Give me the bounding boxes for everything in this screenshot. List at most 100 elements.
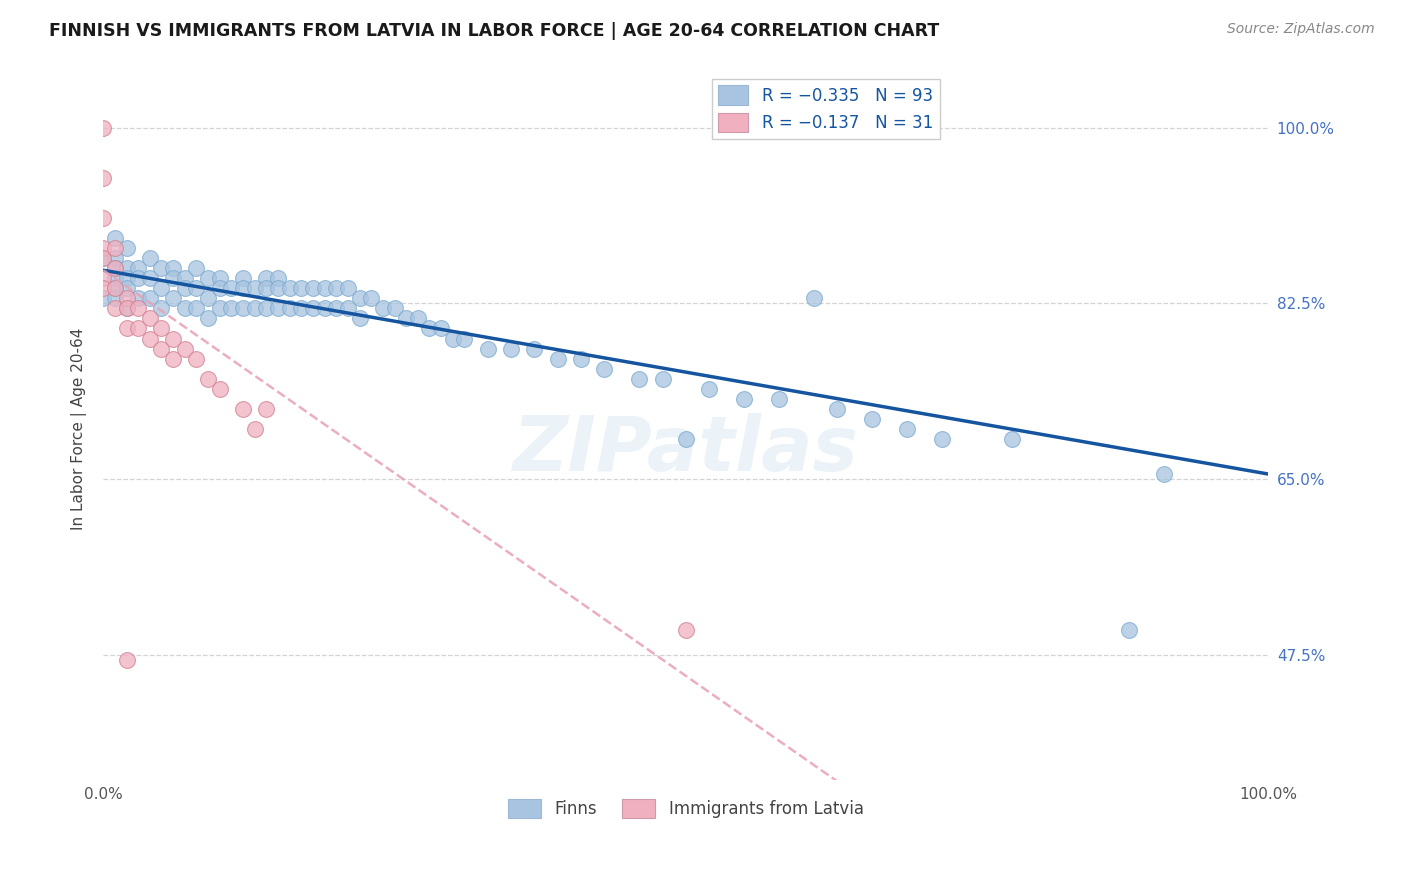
Point [733,392,755,406]
Point [221,301,243,316]
Point [150,321,173,335]
Point [150,281,173,295]
Point [208,382,231,396]
Point [896,422,918,436]
Point [115,321,138,335]
Point [221,281,243,295]
Point [208,271,231,285]
Point [115,241,138,255]
Point [569,351,592,366]
Point [371,301,394,316]
Point [162,331,184,345]
Point [150,261,173,276]
Point [104,301,127,316]
Point [827,401,849,416]
Point [127,261,149,276]
Point [675,623,697,637]
Point [139,331,162,345]
Point [162,261,184,276]
Point [406,311,429,326]
Point [127,321,149,335]
Point [860,412,883,426]
Point [232,401,254,416]
Point [254,301,277,316]
Point [139,291,162,305]
Point [91,120,114,135]
Point [104,281,127,295]
Point [267,301,290,316]
Point [232,301,254,316]
Point [115,301,138,316]
Point [173,301,195,316]
Point [104,251,127,265]
Point [1118,623,1140,637]
Point [162,351,184,366]
Text: FINNISH VS IMMIGRANTS FROM LATVIA IN LABOR FORCE | AGE 20-64 CORRELATION CHART: FINNISH VS IMMIGRANTS FROM LATVIA IN LAB… [49,22,939,40]
Point [162,291,184,305]
Point [243,301,266,316]
Point [254,281,277,295]
Point [115,261,138,276]
Point [325,281,347,295]
Point [115,291,138,305]
Point [349,311,371,326]
Legend: Finns, Immigrants from Latvia: Finns, Immigrants from Latvia [501,792,870,825]
Point [697,382,720,396]
Point [91,271,114,285]
Point [314,301,336,316]
Point [430,321,453,335]
Text: Source: ZipAtlas.com: Source: ZipAtlas.com [1227,22,1375,37]
Text: ZIPatlas: ZIPatlas [513,413,859,487]
Point [186,281,208,295]
Point [91,170,114,185]
Point [104,241,127,255]
Point [115,281,138,295]
Point [91,241,114,255]
Point [162,271,184,285]
Point [197,271,219,285]
Point [104,261,127,276]
Point [360,291,382,305]
Point [349,291,371,305]
Point [523,342,546,356]
Point [302,281,325,295]
Y-axis label: In Labor Force | Age 20-64: In Labor Force | Age 20-64 [72,327,87,530]
Point [336,281,359,295]
Point [115,301,138,316]
Point [675,432,697,446]
Point [186,261,208,276]
Point [547,351,569,366]
Point [150,342,173,356]
Point [290,281,312,295]
Point [314,281,336,295]
Point [477,342,499,356]
Point [254,271,277,285]
Point [127,301,149,316]
Point [127,291,149,305]
Point [278,281,301,295]
Point [267,271,290,285]
Point [1153,467,1175,481]
Point [186,301,208,316]
Point [499,342,522,356]
Point [173,281,195,295]
Point [803,291,825,305]
Point [197,291,219,305]
Point [325,301,347,316]
Point [150,301,173,316]
Point [232,281,254,295]
Point [104,271,127,285]
Point [186,351,208,366]
Point [302,301,325,316]
Point [441,331,464,345]
Point [453,331,475,345]
Point [267,281,290,295]
Point [768,392,790,406]
Point [91,291,114,305]
Point [232,271,254,285]
Point [173,342,195,356]
Point [197,372,219,386]
Point [104,261,127,276]
Point [243,281,266,295]
Point [139,271,162,285]
